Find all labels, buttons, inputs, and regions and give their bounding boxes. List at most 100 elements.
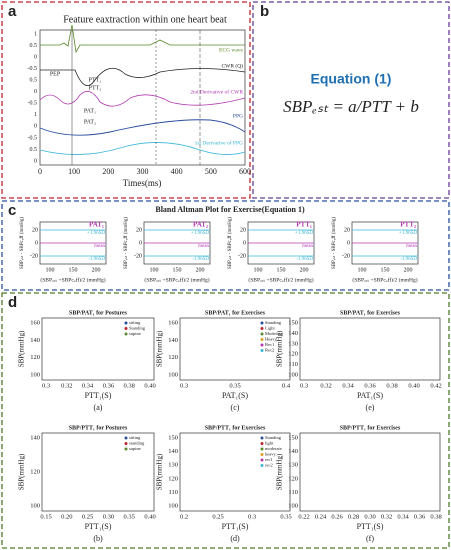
y-axis-label: SBPₑₛₜ - SBPcᵤff (mmHg) <box>20 217 25 269</box>
trace-label: 2nd Derivative of CWR <box>190 88 243 95</box>
x-axis-label: PTT₁(S) <box>357 522 384 531</box>
legend-swatch <box>260 332 264 336</box>
y-tick-label: 140 <box>30 434 40 441</box>
panel-a-plot: 0 100 200 300 400 500 600 1 0.5 0 -0.5 0.5 0 -0.5 1 0 -0… <box>28 31 252 188</box>
x-tick-label: 150 <box>381 267 390 273</box>
x-tick-label: 0.28 <box>348 513 359 520</box>
x-tick-label: 0.34 <box>397 513 409 520</box>
x-tick-label: 0.32 <box>320 382 331 389</box>
x-tick-label: 0.38 <box>386 382 397 389</box>
x-tick-label: 0.36 <box>414 513 426 520</box>
x-tick-label: 200 <box>196 267 205 273</box>
y-tick-label: 140 <box>168 448 178 455</box>
plot-frame <box>299 317 441 381</box>
plot-tag: PTT₁ <box>296 221 312 229</box>
y-tick-label: -20 <box>238 253 246 259</box>
sub-label: (c) <box>231 403 240 412</box>
x-tick-label: 0.35 <box>229 382 240 389</box>
x-tick-label: 0.20 <box>61 513 72 520</box>
legend-swatch <box>124 327 128 330</box>
trace-label: CWR (Q) <box>221 62 243 69</box>
x-axis-label: (SBPₑₛₜ +SBPcᵤff)/2 (mmHg) <box>144 276 209 283</box>
x-tick-label: 0.35 <box>280 513 291 520</box>
sub-label: (b) <box>93 534 103 543</box>
legend-swatch <box>260 453 264 456</box>
y-axis-label: SBP(mmHg) <box>18 453 26 490</box>
x-axis-label: PAT₁(S) <box>222 391 248 400</box>
annotation: PTT₂ <box>89 85 102 91</box>
line-label: +1.96SD <box>191 231 209 236</box>
legend-swatch <box>260 458 264 462</box>
x-tick-label: 200 <box>404 267 413 273</box>
line-label: +1.96SD <box>399 231 417 236</box>
ecg-wave <box>40 24 245 54</box>
legend-entry: Standing <box>265 435 282 440</box>
panel-label: c <box>8 202 16 219</box>
legend-swatch <box>260 338 264 341</box>
y-tick-label: -0.5 <box>28 135 38 141</box>
x-axis-label: PAT₁(S) <box>357 391 383 400</box>
x-tick-label: 0.3 <box>300 382 308 389</box>
y-tick-label: 150 <box>288 319 298 326</box>
y-tick-label: 150 <box>168 434 178 441</box>
x-tick-label: 0.25 <box>212 513 223 520</box>
plot-tag: PTT₂ <box>400 221 416 229</box>
legend-swatch <box>260 349 264 352</box>
panel-title: Bland Altman Plot for Exercise(Equation … <box>155 205 305 214</box>
legend-swatch <box>260 442 264 445</box>
x-tick-label: 0.34 <box>342 382 354 389</box>
y-tick-label: 130 <box>168 462 178 469</box>
panel-c-plots: PAT₁ +1.96SD mean -1.96SD 200 -20 100 150 200 (SB… <box>20 217 419 283</box>
y-axis-label: SBP(mmHg) <box>156 453 164 490</box>
line-label: +1.96SD <box>295 231 313 236</box>
sub-label: (e) <box>366 403 375 412</box>
plot-frame <box>41 432 155 512</box>
plot-tag: PAT₂ <box>193 221 208 229</box>
x-tick-label: 100 <box>68 167 80 176</box>
legend-swatch <box>124 321 128 325</box>
x-tick-label: 0.38 <box>430 513 441 520</box>
x-tick-label: 0.4 <box>282 382 291 389</box>
sub-label: (d) <box>230 534 240 543</box>
x-tick-label: 0.36 <box>364 382 376 389</box>
x-tick-label: 400 <box>171 167 183 176</box>
panel-title: Feature eaxtraction within one heart bea… <box>63 14 227 25</box>
legend-entry: sitting <box>129 435 141 440</box>
x-tick-label: 0.3 <box>180 382 188 389</box>
line-label: mean <box>302 244 313 249</box>
legend-entry: Light <box>265 326 275 331</box>
x-tick-label: 0.3 <box>248 513 256 520</box>
x-tick-label: 200 <box>300 267 309 273</box>
x-tick-label: 150 <box>173 267 182 273</box>
x-tick-label: 0.32 <box>381 513 392 520</box>
ppg-wave <box>39 119 246 136</box>
legend-swatch <box>124 436 128 440</box>
y-tick-label: 130 <box>288 340 298 347</box>
legend-entry: Rec2 <box>265 348 274 353</box>
panel-d-border <box>1 292 450 549</box>
panel-label: a <box>8 3 17 20</box>
line-label: -1.96SD <box>400 257 417 262</box>
legend-swatch <box>260 464 264 467</box>
legend-entry: Moderate <box>265 331 282 336</box>
annotation: PAT₁ <box>84 108 96 114</box>
y-tick-label: 140 <box>288 448 298 455</box>
panel-label: b <box>260 3 269 20</box>
legend-swatch <box>124 332 128 336</box>
legend-entry: Rec1 <box>265 342 274 347</box>
equation: SBPₑₛₜ = a/PTT + b <box>283 97 419 116</box>
legend-entry: Standing <box>129 326 146 331</box>
x-tick-label: 100 <box>46 267 55 273</box>
legend-entry: moderate <box>265 446 282 451</box>
x-axis-label: (SBPₑₛₜ +SBPcᵤff)/2 (mmHg) <box>248 276 313 283</box>
panel-b-border <box>252 1 450 199</box>
plot-tag: PAT₁ <box>89 221 104 229</box>
sub-label: (a) <box>94 403 103 412</box>
x-tick-label: 100 <box>150 267 159 273</box>
trace-label: 1st Derivative of PPG <box>195 139 243 146</box>
y-tick-label: 140 <box>30 337 40 344</box>
y-tick-label: 20 <box>136 227 142 233</box>
y-tick-label: 20 <box>344 227 350 233</box>
x-tick-label: 0.15 <box>40 513 51 520</box>
y-tick-label: 120 <box>30 354 40 361</box>
